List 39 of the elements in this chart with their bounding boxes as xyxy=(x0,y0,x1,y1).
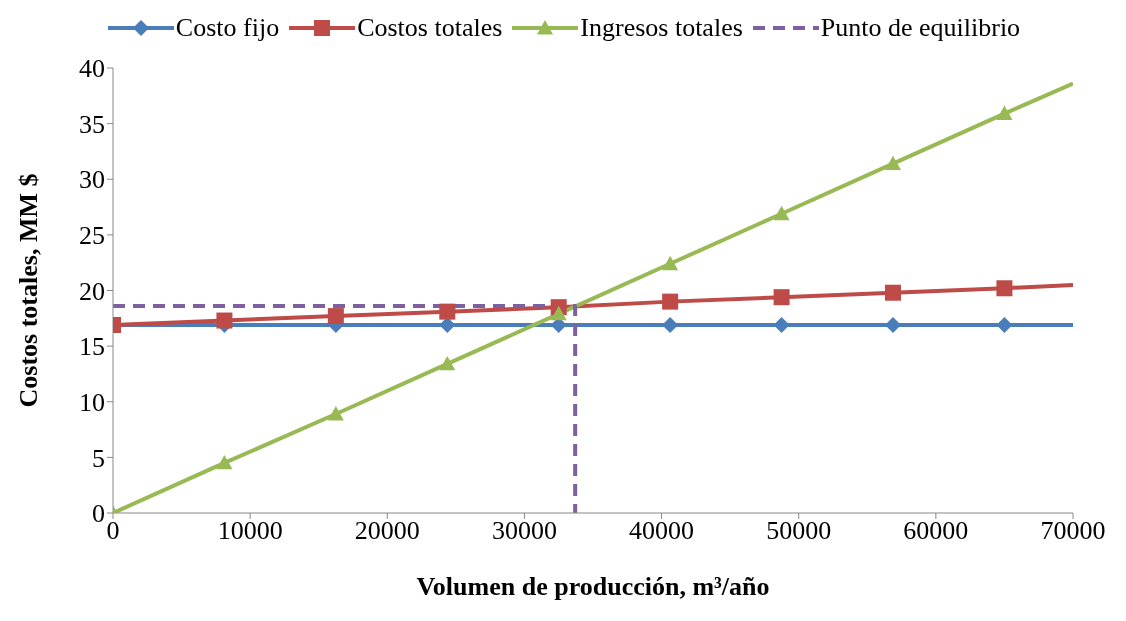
y-tick-label: 35 xyxy=(79,109,105,139)
point xyxy=(216,312,233,329)
point xyxy=(996,105,1013,121)
y-tick-label: 5 xyxy=(92,443,105,473)
point xyxy=(773,316,790,333)
y-axis-title: Costos totales, MM $ xyxy=(14,173,44,408)
y-tick-label: 10 xyxy=(79,387,105,417)
point xyxy=(550,305,567,321)
x-tick-label: 10000 xyxy=(217,516,283,546)
point xyxy=(662,255,679,271)
legend-label: Costos totales xyxy=(357,13,503,43)
legend-label: Ingresos totales xyxy=(580,13,743,43)
x-axis-title: Volumen de producción, m³/año xyxy=(416,572,770,601)
y-tick-label: 25 xyxy=(79,221,105,251)
x-tick-label: 30000 xyxy=(491,516,557,546)
point xyxy=(885,284,901,301)
point xyxy=(885,155,901,171)
legend-label: Punto de equilibrio xyxy=(820,13,1021,43)
point xyxy=(996,280,1013,297)
x-tick-label: 20000 xyxy=(354,516,420,546)
point xyxy=(216,454,233,470)
legend-label: Costo fijo xyxy=(175,13,280,43)
point xyxy=(885,316,901,333)
y-tick-label: 15 xyxy=(79,332,105,362)
x-tick-label: 40000 xyxy=(629,516,695,546)
y-tick-label: 40 xyxy=(79,54,105,84)
point xyxy=(662,293,679,310)
point xyxy=(773,205,790,221)
x-tick-label: 60000 xyxy=(903,516,969,546)
point xyxy=(996,316,1013,333)
x-tick-label: 50000 xyxy=(766,516,832,546)
y-tick-label: 20 xyxy=(79,276,105,306)
point xyxy=(327,308,344,325)
point xyxy=(439,355,456,371)
point xyxy=(327,405,344,421)
point xyxy=(773,289,790,306)
point xyxy=(439,303,456,320)
y-tick-label: 30 xyxy=(79,165,105,195)
x-tick-label: 70000 xyxy=(1040,516,1106,546)
